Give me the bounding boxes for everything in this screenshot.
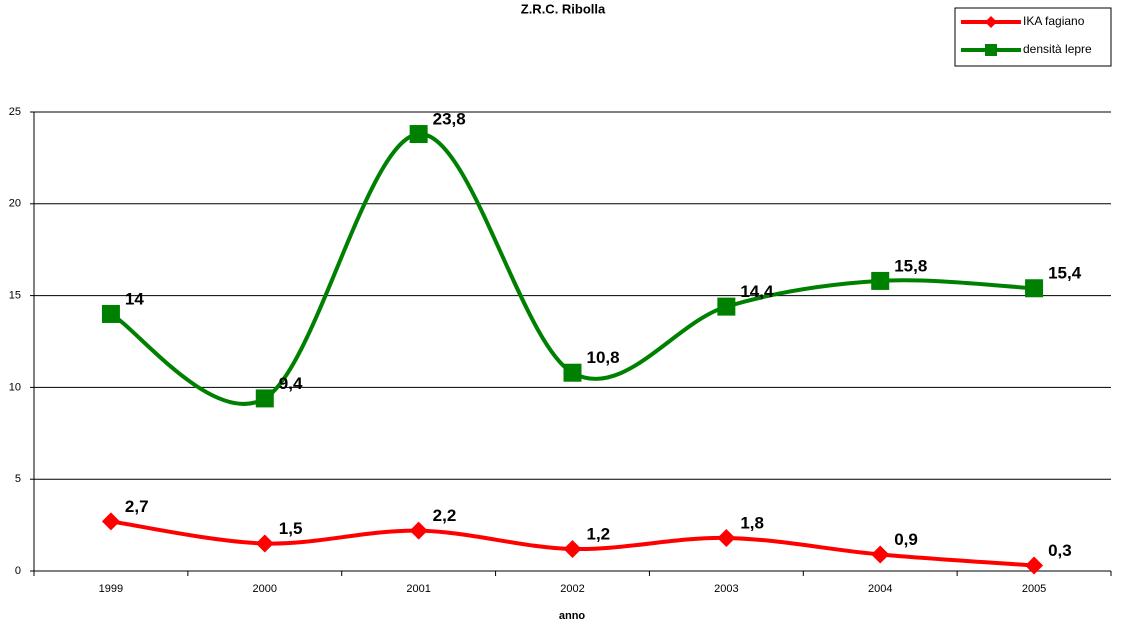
marker xyxy=(255,389,274,408)
y-tick-label: 25 xyxy=(9,106,21,118)
marker xyxy=(1025,279,1044,298)
data-label: 1,5 xyxy=(279,519,303,538)
x-tick-label: 2004 xyxy=(868,583,892,595)
marker xyxy=(717,528,736,547)
y-tick-label: 20 xyxy=(9,198,21,210)
y-tick-label: 15 xyxy=(9,290,21,302)
data-label: 1,2 xyxy=(587,524,611,543)
data-label: 10,8 xyxy=(587,348,620,367)
x-tick-label: 2003 xyxy=(714,583,738,595)
data-label: 2,2 xyxy=(433,506,457,525)
marker xyxy=(717,297,736,316)
legend-label: densità lepre xyxy=(1023,42,1092,56)
marker xyxy=(409,125,428,144)
marker xyxy=(563,539,582,558)
y-tick-label: 0 xyxy=(15,565,21,577)
x-axis-label: anno xyxy=(559,610,586,622)
x-tick-label: 2001 xyxy=(406,583,430,595)
data-label: 9,4 xyxy=(279,374,303,393)
marker xyxy=(1025,556,1044,575)
marker xyxy=(871,545,890,564)
marker xyxy=(871,271,890,290)
x-tick-label: 2000 xyxy=(253,583,277,595)
legend-marker xyxy=(985,16,997,28)
data-label: 0,3 xyxy=(1048,541,1072,560)
data-label: 15,4 xyxy=(1048,264,1082,283)
marker xyxy=(563,363,582,382)
legend-box xyxy=(954,7,1112,67)
data-label: 23,8 xyxy=(433,110,466,129)
data-label: 15,8 xyxy=(894,256,927,275)
x-tick-label: 1999 xyxy=(99,583,123,595)
data-label: 14 xyxy=(125,289,144,308)
marker xyxy=(409,521,428,540)
chart-title: Z.R.C. Ribolla xyxy=(521,1,606,16)
marker xyxy=(101,304,120,323)
data-label: 2,7 xyxy=(125,497,149,516)
y-tick-label: 10 xyxy=(9,381,21,393)
data-label: 0,9 xyxy=(894,530,918,549)
marker xyxy=(101,512,120,531)
data-label: 14,4 xyxy=(740,282,774,301)
y-tick-label: 5 xyxy=(15,473,21,485)
x-tick-label: 2005 xyxy=(1022,583,1046,595)
marker xyxy=(255,534,274,553)
legend-marker xyxy=(985,44,997,56)
legend-label: IKA fagiano xyxy=(1023,14,1085,28)
data-label: 1,8 xyxy=(740,513,764,532)
x-tick-label: 2002 xyxy=(560,583,584,595)
